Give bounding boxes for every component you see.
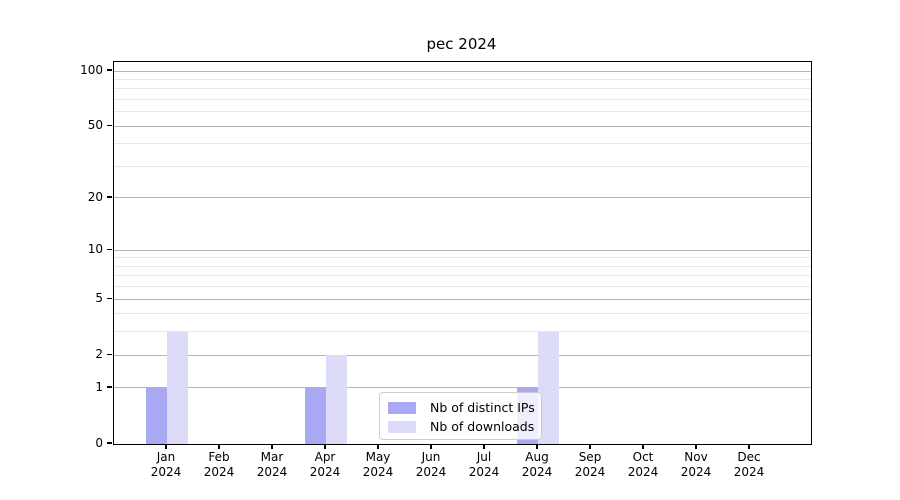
y-tick-mark [107,248,112,250]
y-tick-mark [107,196,112,198]
x-tick-year: 2024 [309,465,341,479]
x-tick-month: Apr [314,450,336,464]
gridline-major [114,70,811,72]
x-tick-year: 2024 [680,465,712,479]
bar-downloads [538,331,559,444]
gridline-minor [114,143,811,145]
x-tick-label: Jan 2024 [138,450,194,480]
gridline-major [114,197,811,199]
x-tick-month: Feb [208,450,230,464]
x-tick-mark [483,444,485,449]
gridline-minor [114,313,811,315]
x-tick-label: May 2024 [350,450,406,480]
x-tick-mark [218,444,220,449]
x-tick-mark [324,444,326,449]
legend-label: Nb of distinct IPs [430,400,535,415]
y-tick-mark [107,353,112,355]
y-tick-label: 0 [95,436,103,450]
x-tick-month: Aug [525,450,549,464]
x-tick-label: Aug 2024 [509,450,565,480]
x-tick-label: Jun 2024 [403,450,459,480]
x-tick-year: 2024 [362,465,394,479]
x-tick-mark [430,444,432,449]
x-tick-label: Nov 2024 [668,450,724,480]
x-tick-month: Jul [476,450,492,464]
x-tick-month: Nov [684,450,708,464]
y-tick-mark [107,124,112,126]
y-tick-label: 5 [95,291,103,306]
x-tick-year: 2024 [256,465,288,479]
gridline-minor [114,88,811,90]
gridline-minor [114,78,811,80]
y-tick-label: 1 [95,379,103,394]
x-tick-year: 2024 [415,465,447,479]
legend: Nb of distinct IPs Nb of downloads [379,392,542,440]
x-tick-mark [589,444,591,449]
x-tick-label: Feb 2024 [191,450,247,480]
x-tick-label: Dec 2024 [721,450,777,480]
plot-area [113,61,812,445]
gridline-major [114,125,811,127]
x-tick-mark [536,444,538,449]
gridline-minor [114,111,811,113]
x-tick-year: 2024 [468,465,500,479]
x-tick-month: Dec [737,450,761,464]
gridline-minor [114,257,811,259]
gridline-minor [114,275,811,277]
x-tick-year: 2024 [574,465,606,479]
y-tick-mark [107,69,112,71]
gridline-major [114,387,811,389]
x-tick-label: Oct 2024 [615,450,671,480]
x-tick-month: Mar [260,450,284,464]
y-tick-label: 10 [87,242,103,257]
x-tick-year: 2024 [203,465,235,479]
x-tick-month: Jan [156,450,176,464]
y-tick-mark [107,442,112,444]
gridline-major [114,354,811,356]
y-tick-label: 2 [95,347,103,362]
legend-swatch [388,420,416,433]
y-tick-mark [107,297,112,299]
bar-distinct-ips [305,387,326,444]
y-tick-label: 50 [87,118,103,133]
x-tick-year: 2024 [150,465,182,479]
y-tick-mark [107,386,112,388]
legend-entry: Nb of distinct IPs [388,398,535,417]
legend-label: Nb of downloads [430,419,535,434]
y-tick-label: 20 [87,189,103,204]
x-tick-year: 2024 [733,465,765,479]
x-tick-year: 2024 [521,465,553,479]
x-tick-label: Jul 2024 [456,450,512,480]
legend-swatch [388,401,416,414]
gridline-minor [114,165,811,167]
x-tick-month: Sep [578,450,602,464]
x-tick-mark [271,444,273,449]
x-tick-year: 2024 [627,465,659,479]
x-tick-mark [695,444,697,449]
x-tick-label: Apr 2024 [297,450,353,480]
bar-distinct-ips [146,387,167,444]
x-tick-label: Mar 2024 [244,450,300,480]
x-tick-label: Sep 2024 [562,450,618,480]
x-tick-mark [748,444,750,449]
gridline-minor [114,331,811,333]
y-tick-label: 100 [80,63,103,77]
chart-title: pec 2024 [426,35,497,53]
gridline-major [114,298,811,300]
x-tick-month: May [365,450,391,464]
x-tick-mark [165,444,167,449]
bar-downloads [326,355,347,444]
gridline-major [114,249,811,251]
bar-downloads [167,331,188,444]
x-tick-mark [642,444,644,449]
x-tick-month: Oct [632,450,654,464]
gridline-minor [114,286,811,288]
legend-entry: Nb of downloads [388,417,535,436]
x-tick-mark [377,444,379,449]
gridline-minor [114,98,811,100]
x-tick-month: Jun [421,450,441,464]
gridline-minor [114,265,811,267]
